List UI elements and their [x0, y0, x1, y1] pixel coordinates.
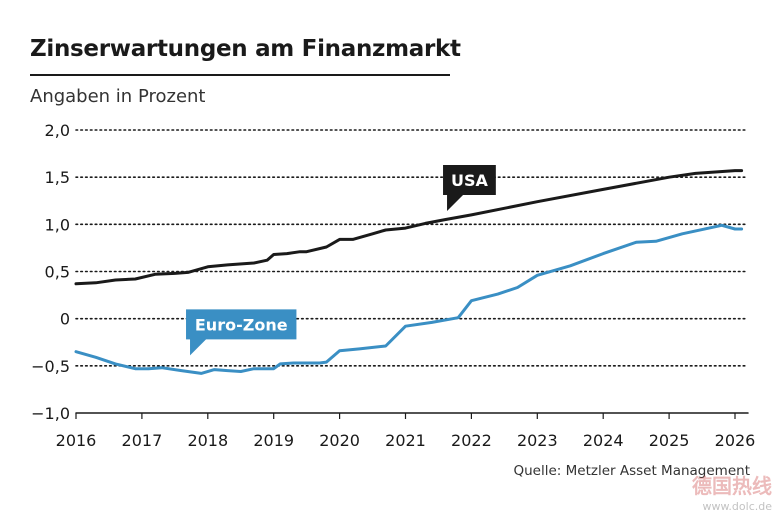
- x-tick-label: 2026: [715, 431, 756, 450]
- source-note: Quelle: Metzler Asset Management: [513, 463, 751, 479]
- chart-title: Zinserwartungen am Finanzmarkt: [30, 36, 461, 62]
- y-tick-label: 2,0: [45, 121, 70, 140]
- y-axis-tick-labels: −1,0 −0,5 0 0,5 1,0 1,5 2,0: [31, 121, 70, 423]
- series-labels: USA Euro-Zone: [186, 164, 496, 356]
- y-tick-label: −1,0: [31, 404, 70, 423]
- x-tick-label: 2017: [122, 431, 163, 450]
- y-tick-label: 1,5: [45, 168, 70, 187]
- x-tick-label: 2019: [253, 431, 294, 450]
- grid-lines: [75, 129, 749, 414]
- series-label-usa: USA: [443, 164, 496, 211]
- title-underline: [30, 74, 450, 76]
- y-tick-label: 1,0: [45, 215, 70, 234]
- series-label-text: USA: [451, 171, 489, 190]
- series-label-euro-zone: Euro-Zone: [186, 309, 297, 356]
- chart-subtitle: Angaben in Prozent: [30, 86, 206, 107]
- x-tick-label: 2020: [319, 431, 360, 450]
- x-tick-label: 2016: [56, 431, 97, 450]
- watermark-url: www.dolc.de: [702, 500, 772, 513]
- series-line-usa: [74, 169, 744, 286]
- series-line-euro-zone: [74, 223, 744, 375]
- watermark-logo: 德国热线: [692, 474, 772, 498]
- x-axis-tick-labels: 2016 2017 2018 2019 2020 2021 2022 2023 2024 2025…: [56, 413, 756, 450]
- y-tick-label: 0: [60, 310, 70, 329]
- x-tick-label: 2018: [187, 431, 228, 450]
- x-tick-label: 2023: [517, 431, 558, 450]
- x-tick-label: 2025: [649, 431, 690, 450]
- series-lines: [74, 169, 744, 375]
- y-tick-label: −0,5: [31, 357, 70, 376]
- x-tick-label: 2022: [451, 431, 492, 450]
- x-tick-label: 2024: [583, 431, 624, 450]
- series-label-text: Euro-Zone: [195, 315, 288, 334]
- y-tick-label: 0,5: [45, 263, 70, 282]
- x-tick-label: 2021: [385, 431, 426, 450]
